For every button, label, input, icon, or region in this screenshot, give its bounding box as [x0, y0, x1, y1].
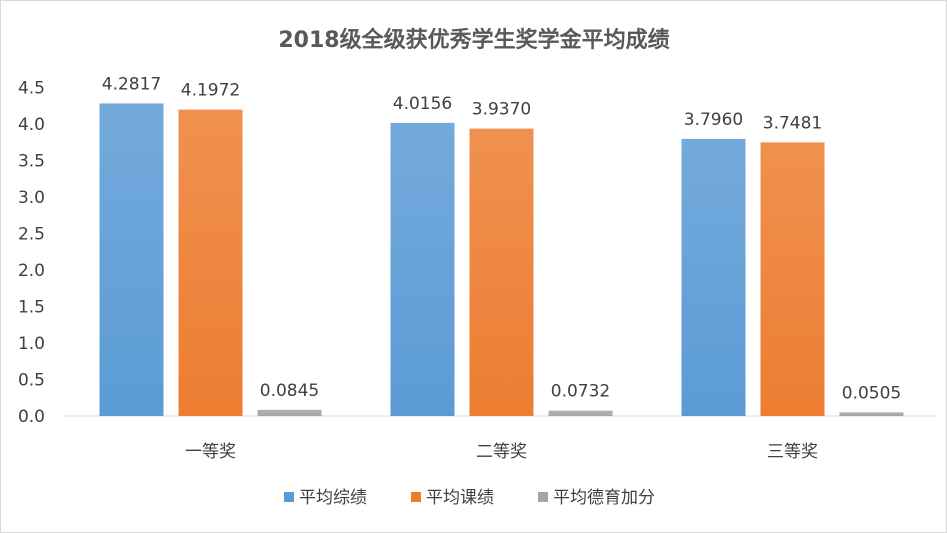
data-label: 3.7960	[684, 110, 743, 130]
y-tick-label: 1.5	[18, 298, 45, 318]
bar	[469, 128, 534, 416]
data-label: 4.2817	[102, 74, 161, 94]
legend-swatch	[284, 492, 294, 502]
y-tick-label: 4.5	[18, 79, 45, 99]
legend-label: 平均综绩	[299, 488, 367, 508]
category-label: 三等奖	[767, 442, 818, 462]
data-label: 4.0156	[393, 94, 452, 114]
y-tick-label: 2.5	[18, 225, 45, 245]
y-tick-label: 3.0	[18, 188, 45, 208]
bars	[99, 103, 904, 416]
data-label: 0.0732	[551, 382, 610, 402]
y-tick-label: 0.5	[18, 371, 45, 391]
bar	[257, 409, 322, 416]
legend-label: 平均德育加分	[553, 488, 655, 508]
data-label: 0.0845	[260, 381, 319, 401]
data-labels: 4.2817 4.1972 0.0845 4.0156 3.9370 0.0732 3.79…	[102, 74, 901, 403]
y-tick-label: 2.0	[18, 261, 45, 281]
legend-swatch	[538, 492, 548, 502]
category-label: 一等奖	[185, 442, 236, 462]
data-label: 0.0505	[842, 383, 901, 403]
y-tick-label: 1.0	[18, 334, 45, 354]
bar	[99, 103, 164, 416]
y-tick-label: 3.5	[18, 152, 45, 172]
bar	[548, 410, 613, 416]
y-tick-label: 0.0	[18, 407, 45, 427]
legend-label: 平均课绩	[426, 488, 494, 508]
bar	[760, 142, 825, 416]
legend-swatch	[411, 492, 421, 502]
y-axis: 0.0 0.5 1.0 1.5 2.0 2.5 3.0 3.5 4.0 4.5	[18, 79, 936, 427]
x-axis: 一等奖 二等奖 三等奖	[185, 442, 818, 462]
y-tick-label: 4.0	[18, 115, 45, 135]
data-label: 4.1972	[181, 81, 240, 101]
bar	[390, 122, 455, 416]
legend: 平均综绩 平均课绩 平均德育加分	[284, 488, 655, 508]
bar	[839, 412, 904, 416]
data-label: 3.9370	[472, 100, 531, 120]
bar	[178, 109, 243, 416]
data-label: 3.7481	[763, 113, 822, 133]
bar	[681, 138, 746, 416]
chart-title: 2018级全级获优秀学生奖学金平均成绩	[278, 27, 669, 53]
category-label: 二等奖	[476, 442, 527, 462]
